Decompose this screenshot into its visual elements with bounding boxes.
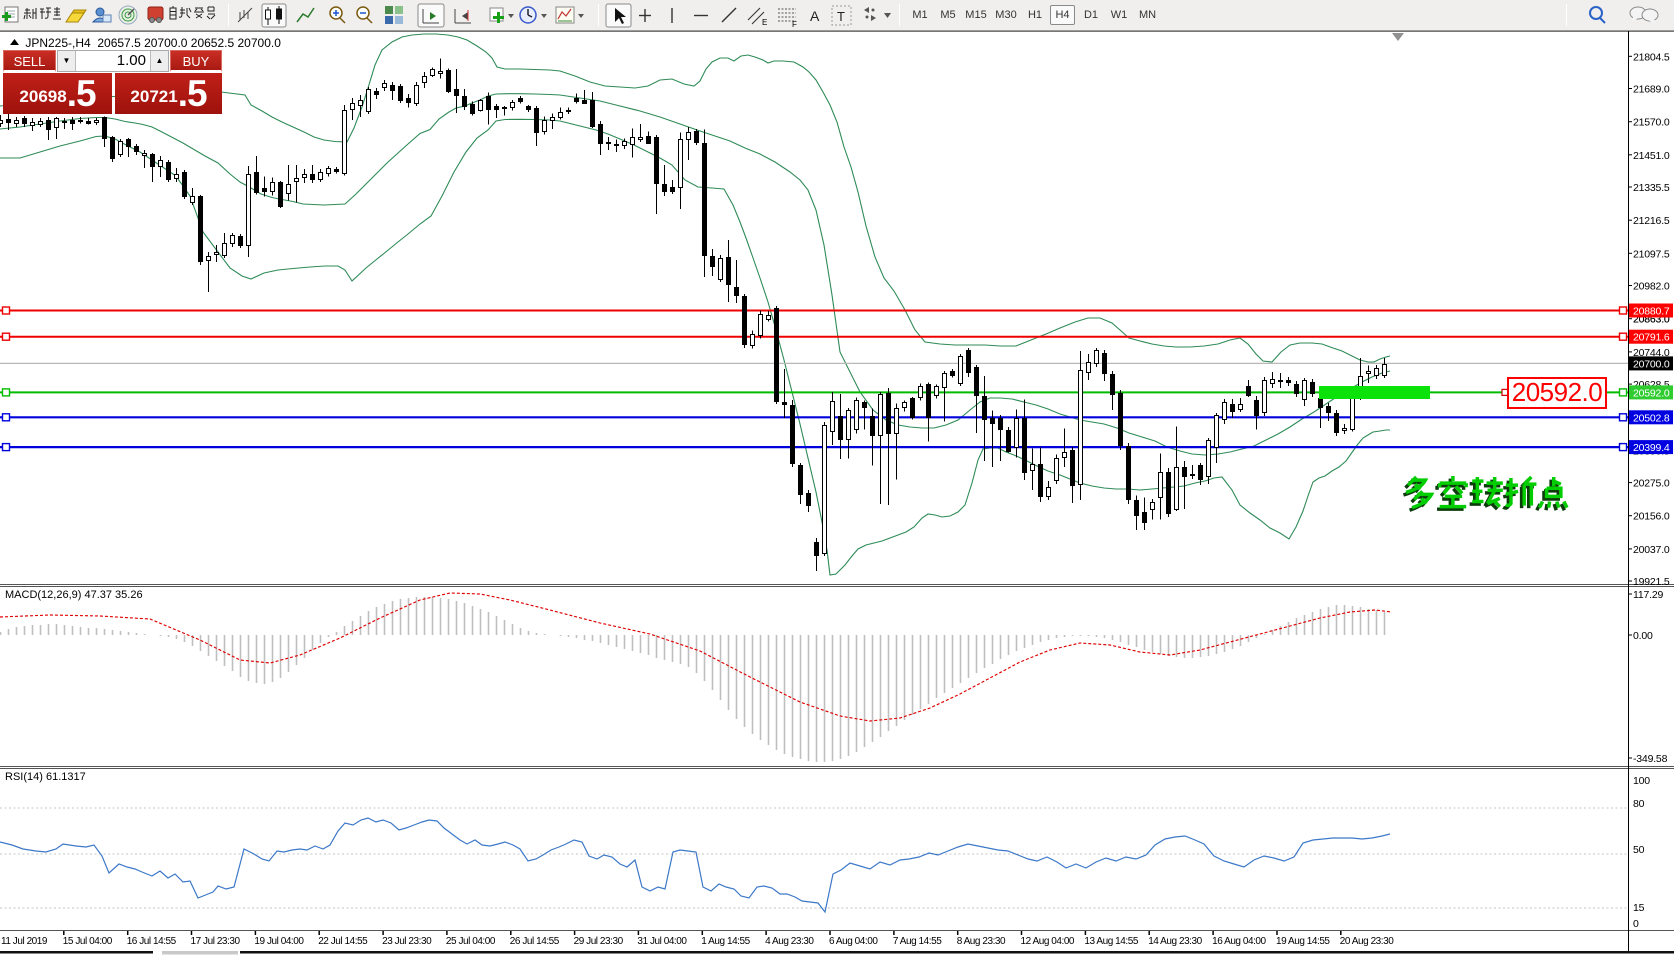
svg-text:20156.0: 20156.0 [1633,511,1670,523]
svg-text:20 Aug 23:30: 20 Aug 23:30 [1340,936,1394,947]
svg-text:T: T [837,9,845,24]
svg-text:15 Jul 04:00: 15 Jul 04:00 [63,936,113,947]
svg-text:26 Jul 14:55: 26 Jul 14:55 [510,936,560,947]
svg-text:100: 100 [1633,775,1650,787]
svg-text:15: 15 [1633,902,1645,914]
svg-text:20399.4: 20399.4 [1633,442,1670,454]
svg-text:11 Jul 2019: 11 Jul 2019 [1,936,48,947]
svg-text:29 Jul 23:30: 29 Jul 23:30 [574,936,624,947]
svg-text:117.29: 117.29 [1633,589,1663,601]
svg-text:20502.8: 20502.8 [1633,412,1670,424]
svg-text:7 Aug 14:55: 7 Aug 14:55 [893,936,942,947]
svg-text:0: 0 [1633,918,1639,930]
svg-text:8 Aug 23:30: 8 Aug 23:30 [957,936,1006,947]
svg-text:E: E [762,18,767,27]
svg-text:12 Aug 04:00: 12 Aug 04:00 [1021,936,1075,947]
svg-text:13 Aug 14:55: 13 Aug 14:55 [1084,936,1138,947]
svg-text:50: 50 [1633,844,1645,856]
svg-text:19921.5: 19921.5 [1633,576,1670,588]
svg-text:20791.6: 20791.6 [1633,332,1670,344]
svg-text:19 Aug 14:55: 19 Aug 14:55 [1276,936,1330,947]
svg-text:6 Aug 04:00: 6 Aug 04:00 [829,936,878,947]
svg-text:A: A [810,8,820,24]
svg-text:20982.0: 20982.0 [1633,281,1670,293]
svg-text:0.00: 0.00 [1633,630,1653,642]
svg-text:20744.0: 20744.0 [1633,347,1670,359]
svg-text:16 Jul 14:55: 16 Jul 14:55 [127,936,177,947]
svg-text:16 Aug 04:00: 16 Aug 04:00 [1212,936,1266,947]
svg-text:21335.5: 21335.5 [1633,182,1670,194]
svg-text:23 Jul 23:30: 23 Jul 23:30 [382,936,432,947]
svg-text:14 Aug 23:30: 14 Aug 23:30 [1148,936,1202,947]
svg-text:20700.0: 20700.0 [1633,358,1670,370]
svg-text:F: F [792,20,797,29]
svg-text:21570.0: 21570.0 [1633,117,1670,129]
svg-text:20037.0: 20037.0 [1633,544,1670,556]
svg-text:25 Jul 04:00: 25 Jul 04:00 [446,936,496,947]
svg-text:21689.0: 21689.0 [1633,84,1670,96]
svg-text:80: 80 [1633,798,1645,810]
svg-text:21451.0: 21451.0 [1633,150,1670,162]
svg-text:-349.58: -349.58 [1633,753,1668,765]
svg-text:22 Jul 14:55: 22 Jul 14:55 [318,936,368,947]
svg-text:21216.5: 21216.5 [1633,215,1670,227]
svg-text:21097.5: 21097.5 [1633,248,1670,260]
svg-text:31 Jul 04:00: 31 Jul 04:00 [637,936,687,947]
svg-text:17 Jul 23:30: 17 Jul 23:30 [191,936,241,947]
svg-text:19 Jul 04:00: 19 Jul 04:00 [254,936,304,947]
svg-text:20275.0: 20275.0 [1633,478,1670,490]
svg-text:20592.0: 20592.0 [1633,387,1670,399]
svg-text:20880.7: 20880.7 [1633,306,1670,318]
svg-text:21804.5: 21804.5 [1633,51,1670,63]
svg-text:1 Aug 14:55: 1 Aug 14:55 [701,936,750,947]
svg-text:4 Aug 23:30: 4 Aug 23:30 [765,936,814,947]
